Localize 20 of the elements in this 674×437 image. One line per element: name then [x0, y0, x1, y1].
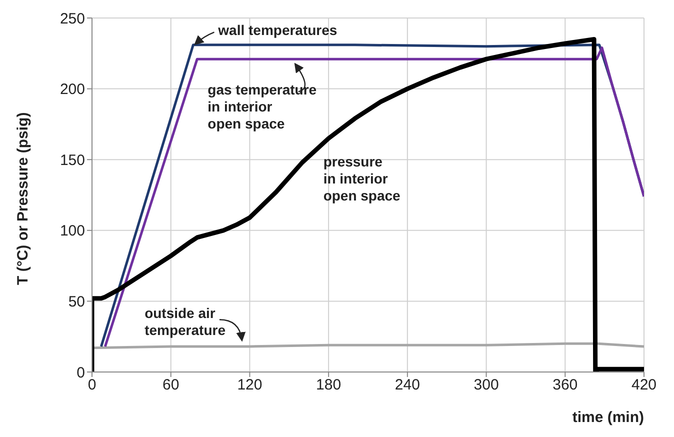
y-tick-label: 250 [60, 10, 85, 28]
y-tick-label: 50 [68, 294, 85, 311]
series-label: wall temperatures [217, 22, 338, 38]
y-tick-label: 100 [60, 222, 85, 240]
y-tick-label: 0 [76, 364, 85, 382]
x-tick-label: 0 [88, 376, 96, 394]
x-tick-label: 360 [552, 376, 578, 394]
x-tick-label: 420 [631, 376, 657, 394]
x-tick-label: 60 [162, 376, 180, 394]
series-label: outside air temperature [144, 305, 226, 338]
x-tick-label: 180 [316, 376, 342, 394]
x-tick-label: 120 [237, 376, 262, 394]
x-tick-label: 240 [394, 376, 420, 394]
y-tick-label: 200 [60, 81, 85, 98]
y-axis-title: T (°C) or Pressure (psig) [14, 112, 32, 285]
x-axis-title: time (min) [572, 409, 644, 426]
series-label: pressure in interior open space [323, 154, 401, 204]
y-tick-label: 150 [60, 152, 85, 169]
series-label: gas temperature in interior open space [208, 81, 317, 132]
x-tick-label: 300 [474, 376, 499, 394]
